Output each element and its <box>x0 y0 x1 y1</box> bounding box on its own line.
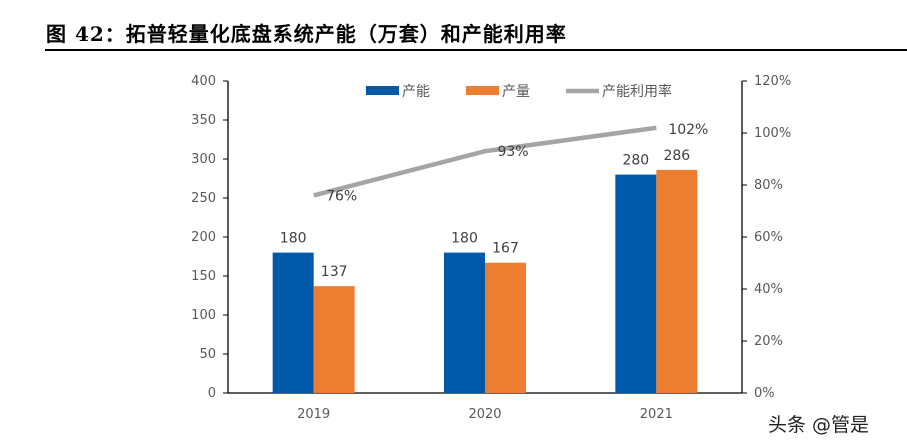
right-tick-label: 40% <box>754 282 783 297</box>
legend-label-0: 产能 <box>402 84 430 100</box>
left-tick-label: 250 <box>191 191 216 206</box>
bar-2021-0 <box>615 174 657 393</box>
bar-data-label: 167 <box>492 241 519 257</box>
x-tick-label: 2020 <box>468 407 501 422</box>
left-tick-label: 200 <box>191 230 216 245</box>
watermark: 头条 @管是 <box>768 414 870 436</box>
bar-2019-1 <box>313 286 355 393</box>
bar-data-label: 180 <box>280 231 307 247</box>
figure-title: 图 42：拓普轻量化底盘系统产能（万套）和产能利用率 <box>46 22 567 46</box>
bar-data-label: 280 <box>622 153 649 169</box>
utilization-line <box>313 125 657 198</box>
bar-data-label: 286 <box>663 148 690 164</box>
bar-2019-0 <box>272 252 314 393</box>
x-tick-label: 2019 <box>297 407 330 422</box>
right-tick-label: 20% <box>754 334 783 349</box>
left-tick-label: 100 <box>191 308 216 323</box>
left-tick-label: 400 <box>191 74 216 89</box>
legend-swatch-0 <box>366 86 399 95</box>
legend-label-2: 产能利用率 <box>602 83 672 100</box>
left-tick-label: 350 <box>191 113 216 128</box>
title-underline <box>45 49 907 51</box>
x-tick-label: 2021 <box>640 407 673 422</box>
line-data-label: 93% <box>497 144 528 160</box>
line-data-label: 102% <box>668 122 708 138</box>
legend-label-1: 产量 <box>502 84 530 100</box>
left-tick-label: 300 <box>191 152 216 167</box>
bar-data-label: 137 <box>321 264 348 280</box>
bar-2021-1 <box>656 169 698 393</box>
line-data-label: 76% <box>326 188 357 204</box>
bar-2020-0 <box>444 252 485 393</box>
left-tick-label: 50 <box>199 347 216 362</box>
left-tick-label: 0 <box>208 386 216 401</box>
right-tick-label: 80% <box>754 178 783 193</box>
bar-data-label: 180 <box>451 231 478 247</box>
legend-swatch-1 <box>466 86 499 95</box>
right-tick-label: 60% <box>754 230 783 245</box>
right-tick-label: 120% <box>754 74 791 89</box>
right-tick-label: 100% <box>754 126 791 141</box>
right-tick-label: 0% <box>754 386 775 401</box>
bar-2020-1 <box>485 262 526 393</box>
left-tick-label: 150 <box>191 269 216 284</box>
